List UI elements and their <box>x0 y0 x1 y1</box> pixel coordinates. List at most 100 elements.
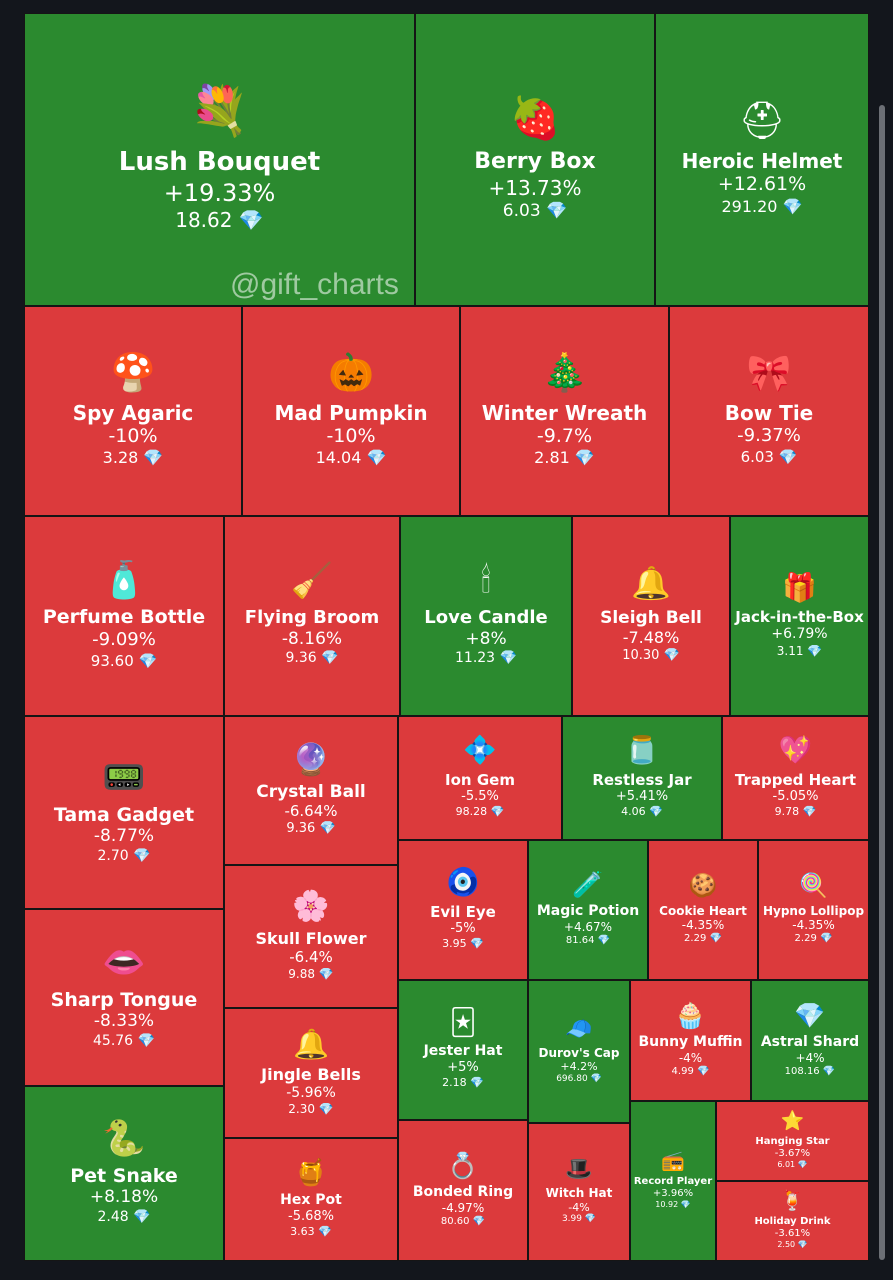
tile-mad-pumpkin[interactable]: 🎃 Mad Pumpkin -10% 14.04 💎 <box>242 306 460 516</box>
price: 93.60 💎 <box>91 652 157 671</box>
tile-witch-hat[interactable]: 🎩 Witch Hat -4% 3.99 💎 <box>528 1123 630 1261</box>
gift-name: Trapped Heart <box>734 771 857 790</box>
tile-bunny-muffin[interactable]: 🧁 Bunny Muffin -4% 4.99 💎 <box>630 980 751 1101</box>
price: 4.06 💎 <box>621 805 663 819</box>
tile-winter-wreath[interactable]: 🎄 Winter Wreath -9.7% 2.81 💎 <box>460 306 669 516</box>
diamond-icon: 💎 <box>569 448 595 468</box>
gift-name: Bonded Ring <box>412 1183 514 1200</box>
tile-skull-flower[interactable]: 🌸 Skull Flower -6.4% 9.88 💎 <box>224 865 398 1008</box>
price-change: -4.97% <box>441 1200 485 1215</box>
price: 11.23 💎 <box>455 650 517 668</box>
tile-sharp-tongue[interactable]: 👄 Sharp Tongue -8.33% 45.76 💎 <box>24 909 224 1086</box>
price: 6.01 💎 <box>777 1160 807 1170</box>
price-change: +6.79% <box>771 626 828 643</box>
price-change: -9.7% <box>536 424 593 447</box>
flying-broom-icon: 🧹 <box>290 561 334 602</box>
tile-bonded-ring[interactable]: 💍 Bonded Ring -4.97% 80.60 💎 <box>398 1120 528 1261</box>
tile-perfume-bottle[interactable]: 🧴 Perfume Bottle -9.09% 93.60 💎 <box>24 516 224 716</box>
bunny-muffin-icon: 🧁 <box>674 1000 707 1030</box>
gift-name: Spy Agaric <box>72 400 194 425</box>
tile-hypno-lollipop[interactable]: 🍭 Hypno Lollipop -4.35% 2.29 💎 <box>758 840 869 980</box>
diamond-icon: 💎 <box>693 1065 710 1077</box>
tile-crystal-ball[interactable]: 🔮 Crystal Ball -6.64% 9.36 💎 <box>224 716 398 865</box>
trapped-heart-icon: 💖 <box>778 734 813 766</box>
tile-love-candle[interactable]: 🕯 Love Candle +8% 11.23 💎 <box>400 516 572 716</box>
tile-hanging-star[interactable]: ⭐ Hanging Star -3.67% 6.01 💎 <box>716 1101 869 1181</box>
price: 2.18 💎 <box>442 1076 484 1090</box>
price: 2.48 💎 <box>97 1209 150 1227</box>
tama-gadget-icon: 📟 <box>102 757 146 798</box>
tile-evil-eye[interactable]: 🧿 Evil Eye -5% 3.95 💎 <box>398 840 528 980</box>
tile-ion-gem[interactable]: 💠 Ion Gem -5.5% 98.28 💎 <box>398 716 562 840</box>
lush-bouquet-icon: 💐 <box>189 83 250 140</box>
scrollbar[interactable] <box>879 105 885 1260</box>
gift-name: Hypno Lollipop <box>762 903 865 918</box>
price: 10.30 💎 <box>622 648 680 664</box>
tile-flying-broom[interactable]: 🧹 Flying Broom -8.16% 9.36 💎 <box>224 516 400 716</box>
diamond-icon: 💎 <box>487 805 505 819</box>
price-value: 3.28 <box>102 448 139 468</box>
tile-hex-pot[interactable]: 🍯 Hex Pot -5.68% 3.63 💎 <box>224 1138 398 1261</box>
gift-name: Cookie Heart <box>659 903 747 918</box>
gift-name: Berry Box <box>474 149 596 175</box>
gift-name: Sharp Tongue <box>50 988 198 1011</box>
heroic-helmet-icon: ⛑ <box>738 99 786 143</box>
tile-jack-in-the-box[interactable]: 🎁 Jack-in-the-Box +6.79% 3.11 💎 <box>730 516 869 716</box>
price-value: 81.64 <box>565 935 595 947</box>
price-change: +5% <box>447 1059 479 1075</box>
tile-jester-hat[interactable]: 🃏 Jester Hat +5% 2.18 💎 <box>398 980 528 1120</box>
tile-magic-potion[interactable]: 🧪 Magic Potion +4.67% 81.64 💎 <box>528 840 648 980</box>
tile-sleigh-bell[interactable]: 🔔 Sleigh Bell -7.48% 10.30 💎 <box>572 516 730 716</box>
price-change: -4.35% <box>681 918 725 933</box>
tile-heroic-helmet[interactable]: ⛑ Heroic Helmet +12.61% 291.20 💎 <box>655 13 869 306</box>
diamond-icon: 💎 <box>799 805 817 819</box>
price: 3.95 💎 <box>442 937 484 951</box>
gift-name: Jester Hat <box>423 1042 503 1059</box>
price: 291.20 💎 <box>722 197 803 217</box>
tile-durov-s-cap[interactable]: 🧢 Durov's Cap +4.2% 696.80 💎 <box>528 980 630 1123</box>
watermark: @gift_charts <box>230 268 399 301</box>
gift-name: Restless Jar <box>592 771 692 790</box>
tile-holiday-drink[interactable]: 🍹 Holiday Drink -3.61% 2.50 💎 <box>716 1181 869 1261</box>
gift-name: Love Candle <box>424 607 548 629</box>
sharp-tongue-icon: 👄 <box>102 942 146 983</box>
diamond-icon: 💎 <box>706 933 722 945</box>
price-value: 2.50 <box>777 1240 796 1250</box>
gift-name: Mad Pumpkin <box>274 400 428 425</box>
price-change: -5.05% <box>772 789 819 805</box>
price-change: -5% <box>450 921 476 937</box>
tile-spy-agaric[interactable]: 🍄 Spy Agaric -10% 3.28 💎 <box>24 306 242 516</box>
tile-lush-bouquet[interactable]: 💐 Lush Bouquet +19.33% 18.62 💎 <box>24 13 415 306</box>
price-value: 291.20 <box>721 196 778 216</box>
tile-jingle-bells[interactable]: 🔔 Jingle Bells -5.96% 2.30 💎 <box>224 1008 398 1138</box>
price-value: 93.60 <box>90 651 134 670</box>
tile-trapped-heart[interactable]: 💖 Trapped Heart -5.05% 9.78 💎 <box>722 716 869 840</box>
tile-berry-box[interactable]: 🍓 Berry Box +13.73% 6.03 💎 <box>415 13 655 306</box>
price: 2.29 💎 <box>795 933 833 946</box>
gift-name: Tama Gadget <box>53 803 195 826</box>
price: 98.28 💎 <box>456 805 505 819</box>
price: 9.88 💎 <box>288 967 333 982</box>
price-change: -5.5% <box>461 789 499 805</box>
tile-restless-jar[interactable]: 🫙 Restless Jar +5.41% 4.06 💎 <box>562 716 722 840</box>
diamond-icon: 💎 <box>314 1225 332 1239</box>
tile-tama-gadget[interactable]: 📟 Tama Gadget -8.77% 2.70 💎 <box>24 716 224 909</box>
price: 3.28 💎 <box>103 448 164 468</box>
gift-name: Record Player <box>633 1175 713 1187</box>
price: 9.78 💎 <box>775 805 817 819</box>
gift-name: Sleigh Bell <box>600 607 702 628</box>
tile-pet-snake[interactable]: 🐍 Pet Snake +8.18% 2.48 💎 <box>24 1086 224 1261</box>
price-value: 10.92 <box>655 1200 679 1210</box>
gift-name: Hanging Star <box>755 1135 830 1147</box>
diamond-icon: 💎 <box>314 966 334 981</box>
price-change: +3.96% <box>652 1187 694 1199</box>
tile-bow-tie[interactable]: 🎀 Bow Tie -9.37% 6.03 💎 <box>669 306 869 516</box>
price-value: 2.70 <box>97 847 129 864</box>
diamond-icon: 💎 <box>777 196 803 216</box>
tile-record-player[interactable]: 📻 Record Player +3.96% 10.92 💎 <box>630 1101 716 1261</box>
tile-cookie-heart[interactable]: 🍪 Cookie Heart -4.35% 2.29 💎 <box>648 840 758 980</box>
price: 9.36 💎 <box>286 821 335 837</box>
tile-astral-shard[interactable]: 💎 Astral Shard +4% 108.16 💎 <box>751 980 869 1101</box>
price-value: 4.99 <box>671 1065 694 1077</box>
price-change: -9.09% <box>92 629 156 651</box>
